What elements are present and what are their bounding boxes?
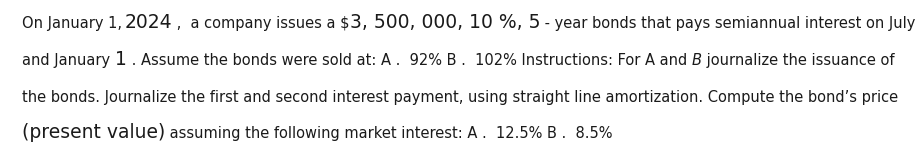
Text: 2024: 2024: [125, 13, 172, 32]
Text: and January: and January: [22, 53, 114, 68]
Text: 3, 500, 000, 10 %, 5: 3, 500, 000, 10 %, 5: [350, 13, 540, 32]
Text: . Assume the bonds were sold at: A .  92% B .  102% Instructions: For A and: . Assume the bonds were sold at: A . 92%…: [126, 53, 692, 68]
Text: 1: 1: [114, 50, 126, 69]
Text: ,  a company issues a $: , a company issues a $: [172, 16, 350, 31]
Text: (present value): (present value): [22, 123, 165, 142]
Text: journalize the issuance of: journalize the issuance of: [702, 53, 894, 68]
Text: On January 1,: On January 1,: [22, 16, 125, 31]
Text: the bonds. Journalize the first and second interest payment, using straight line: the bonds. Journalize the first and seco…: [22, 90, 898, 105]
Text: B: B: [692, 53, 702, 68]
Text: assuming the following market interest: A .  12.5% B .  8.5%: assuming the following market interest: …: [165, 126, 613, 141]
Text: - year bonds that pays semiannual interest on July: - year bonds that pays semiannual intere…: [540, 16, 916, 31]
